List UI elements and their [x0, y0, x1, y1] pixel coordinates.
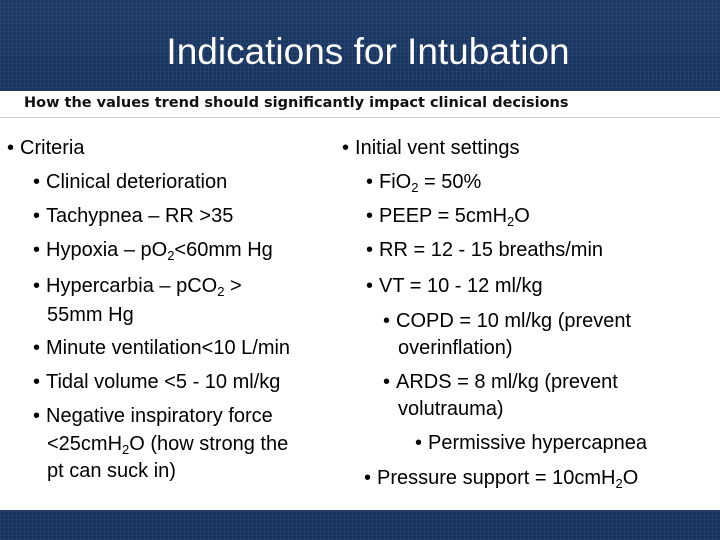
criteria-item-text: Minute ventilation<10 L/min: [46, 337, 291, 359]
bullet: •: [364, 467, 372, 489]
hypoxia-suffix: <60mm Hg: [174, 239, 273, 261]
bullet: •: [7, 137, 15, 159]
peep-prefix: PEEP = 5cmH: [379, 205, 508, 227]
criteria-item-text: Clinical deterioration: [46, 171, 228, 193]
ards-line2: volutrauma): [398, 398, 504, 420]
nif-line2-prefix: <25cmH: [47, 433, 123, 455]
hypercarbia-prefix: Hypercarbia – pCO: [46, 275, 218, 297]
vent-item-text: RR = 12 - 15 breaths/min: [379, 239, 604, 261]
fio2-prefix: FiO: [379, 171, 412, 193]
criteria-item-tidal-volume: • Tidal volume <5 - 10 ml/kg: [33, 370, 280, 394]
vent-subitem-copd: • COPD = 10 ml/kg (prevent: [383, 309, 631, 333]
peep-suffix: O: [514, 205, 530, 227]
criteria-item-hypoxia: • Hypoxia – pO2<60mm Hg: [33, 238, 273, 262]
hypoxia-prefix: Hypoxia – pO: [46, 239, 168, 261]
hypercarbia-suffix: >: [224, 275, 242, 297]
criteria-item-negative-inspiratory-force: • Negative inspiratory force: [33, 404, 273, 428]
nif-line2-subscript: 2: [122, 442, 130, 457]
bullet: •: [33, 275, 41, 297]
vent-settings-heading: • Initial vent settings: [342, 136, 520, 160]
bullet: •: [366, 239, 374, 261]
bullet: •: [383, 371, 391, 393]
nif-line3: pt can suck in): [47, 460, 176, 482]
bullet: •: [33, 337, 41, 359]
bullet: •: [33, 239, 41, 261]
bullet: •: [383, 310, 391, 332]
copd-line1: COPD = 10 ml/kg (prevent: [396, 310, 632, 332]
nif-line2: <25cmH2O (how strong the: [47, 432, 288, 456]
bullet: •: [33, 405, 41, 427]
vent-subitem-permissive-hypercapnea: • Permissive hypercapnea: [415, 431, 647, 455]
criteria-item-tachypnea: • Tachypnea – RR >35: [33, 204, 233, 228]
ards-line1: ARDS = 8 ml/kg (prevent: [396, 371, 618, 393]
vent-item-pressure-support: • Pressure support = 10cmH2O: [364, 466, 638, 490]
criteria-item-text: Tidal volume <5 - 10 ml/kg: [46, 371, 281, 393]
vent-subitem-ards: • ARDS = 8 ml/kg (prevent: [383, 370, 618, 394]
hypoxia-subscript: 2: [167, 248, 175, 263]
criteria-item-clinical-deterioration: • Clinical deterioration: [33, 170, 227, 194]
subtitle-bottom-rule: [0, 117, 720, 118]
criteria-item-hypercarbia: • Hypercarbia – pCO2 >: [33, 274, 242, 298]
bullet: •: [33, 371, 41, 393]
hypercarbia-line2: 55mm Hg: [47, 304, 134, 326]
vent-settings-heading-text: Initial vent settings: [355, 137, 520, 159]
vent-item-fio2: • FiO2 = 50%: [366, 170, 481, 194]
slide-title: Indications for Intubation: [166, 31, 570, 72]
criteria-heading: • Criteria: [7, 136, 84, 160]
bullet: •: [366, 205, 374, 227]
bullet: •: [33, 171, 41, 193]
vent-item-text: VT = 10 - 12 ml/kg: [379, 275, 543, 297]
bullet: •: [33, 205, 41, 227]
vent-item-rr: • RR = 12 - 15 breaths/min: [366, 238, 603, 262]
criteria-item-minute-ventilation: • Minute ventilation<10 L/min: [33, 336, 290, 360]
peep-subscript: 2: [507, 214, 515, 229]
bullet: •: [342, 137, 350, 159]
criteria-item-text: Tachypnea – RR >35: [46, 205, 234, 227]
title-bar: [0, 0, 720, 88]
nif-line2-suffix: O (how strong the: [129, 433, 289, 455]
pressure-support-suffix: O: [622, 467, 639, 489]
bullet: •: [366, 275, 374, 297]
vent-item-text: Permissive hypercapnea: [428, 432, 648, 454]
vent-item-peep: • PEEP = 5cmH2O: [366, 204, 530, 228]
bullet: •: [366, 171, 374, 193]
fio2-suffix: = 50%: [418, 171, 482, 193]
pressure-support-subscript: 2: [615, 476, 623, 491]
slide-subtitle: How the values trend should significantl…: [24, 95, 569, 111]
vent-item-vt: • VT = 10 - 12 ml/kg: [366, 274, 543, 298]
hypercarbia-subscript: 2: [217, 284, 225, 299]
nif-line1: Negative inspiratory force: [46, 405, 273, 427]
pressure-support-prefix: Pressure support = 10cmH: [377, 467, 616, 489]
criteria-heading-text: Criteria: [20, 137, 85, 159]
bullet: •: [415, 432, 423, 454]
copd-line2: overinflation): [398, 337, 513, 359]
fio2-subscript: 2: [411, 180, 419, 195]
subtitle-top-rule: [0, 88, 720, 91]
footer-bar: [0, 510, 720, 540]
